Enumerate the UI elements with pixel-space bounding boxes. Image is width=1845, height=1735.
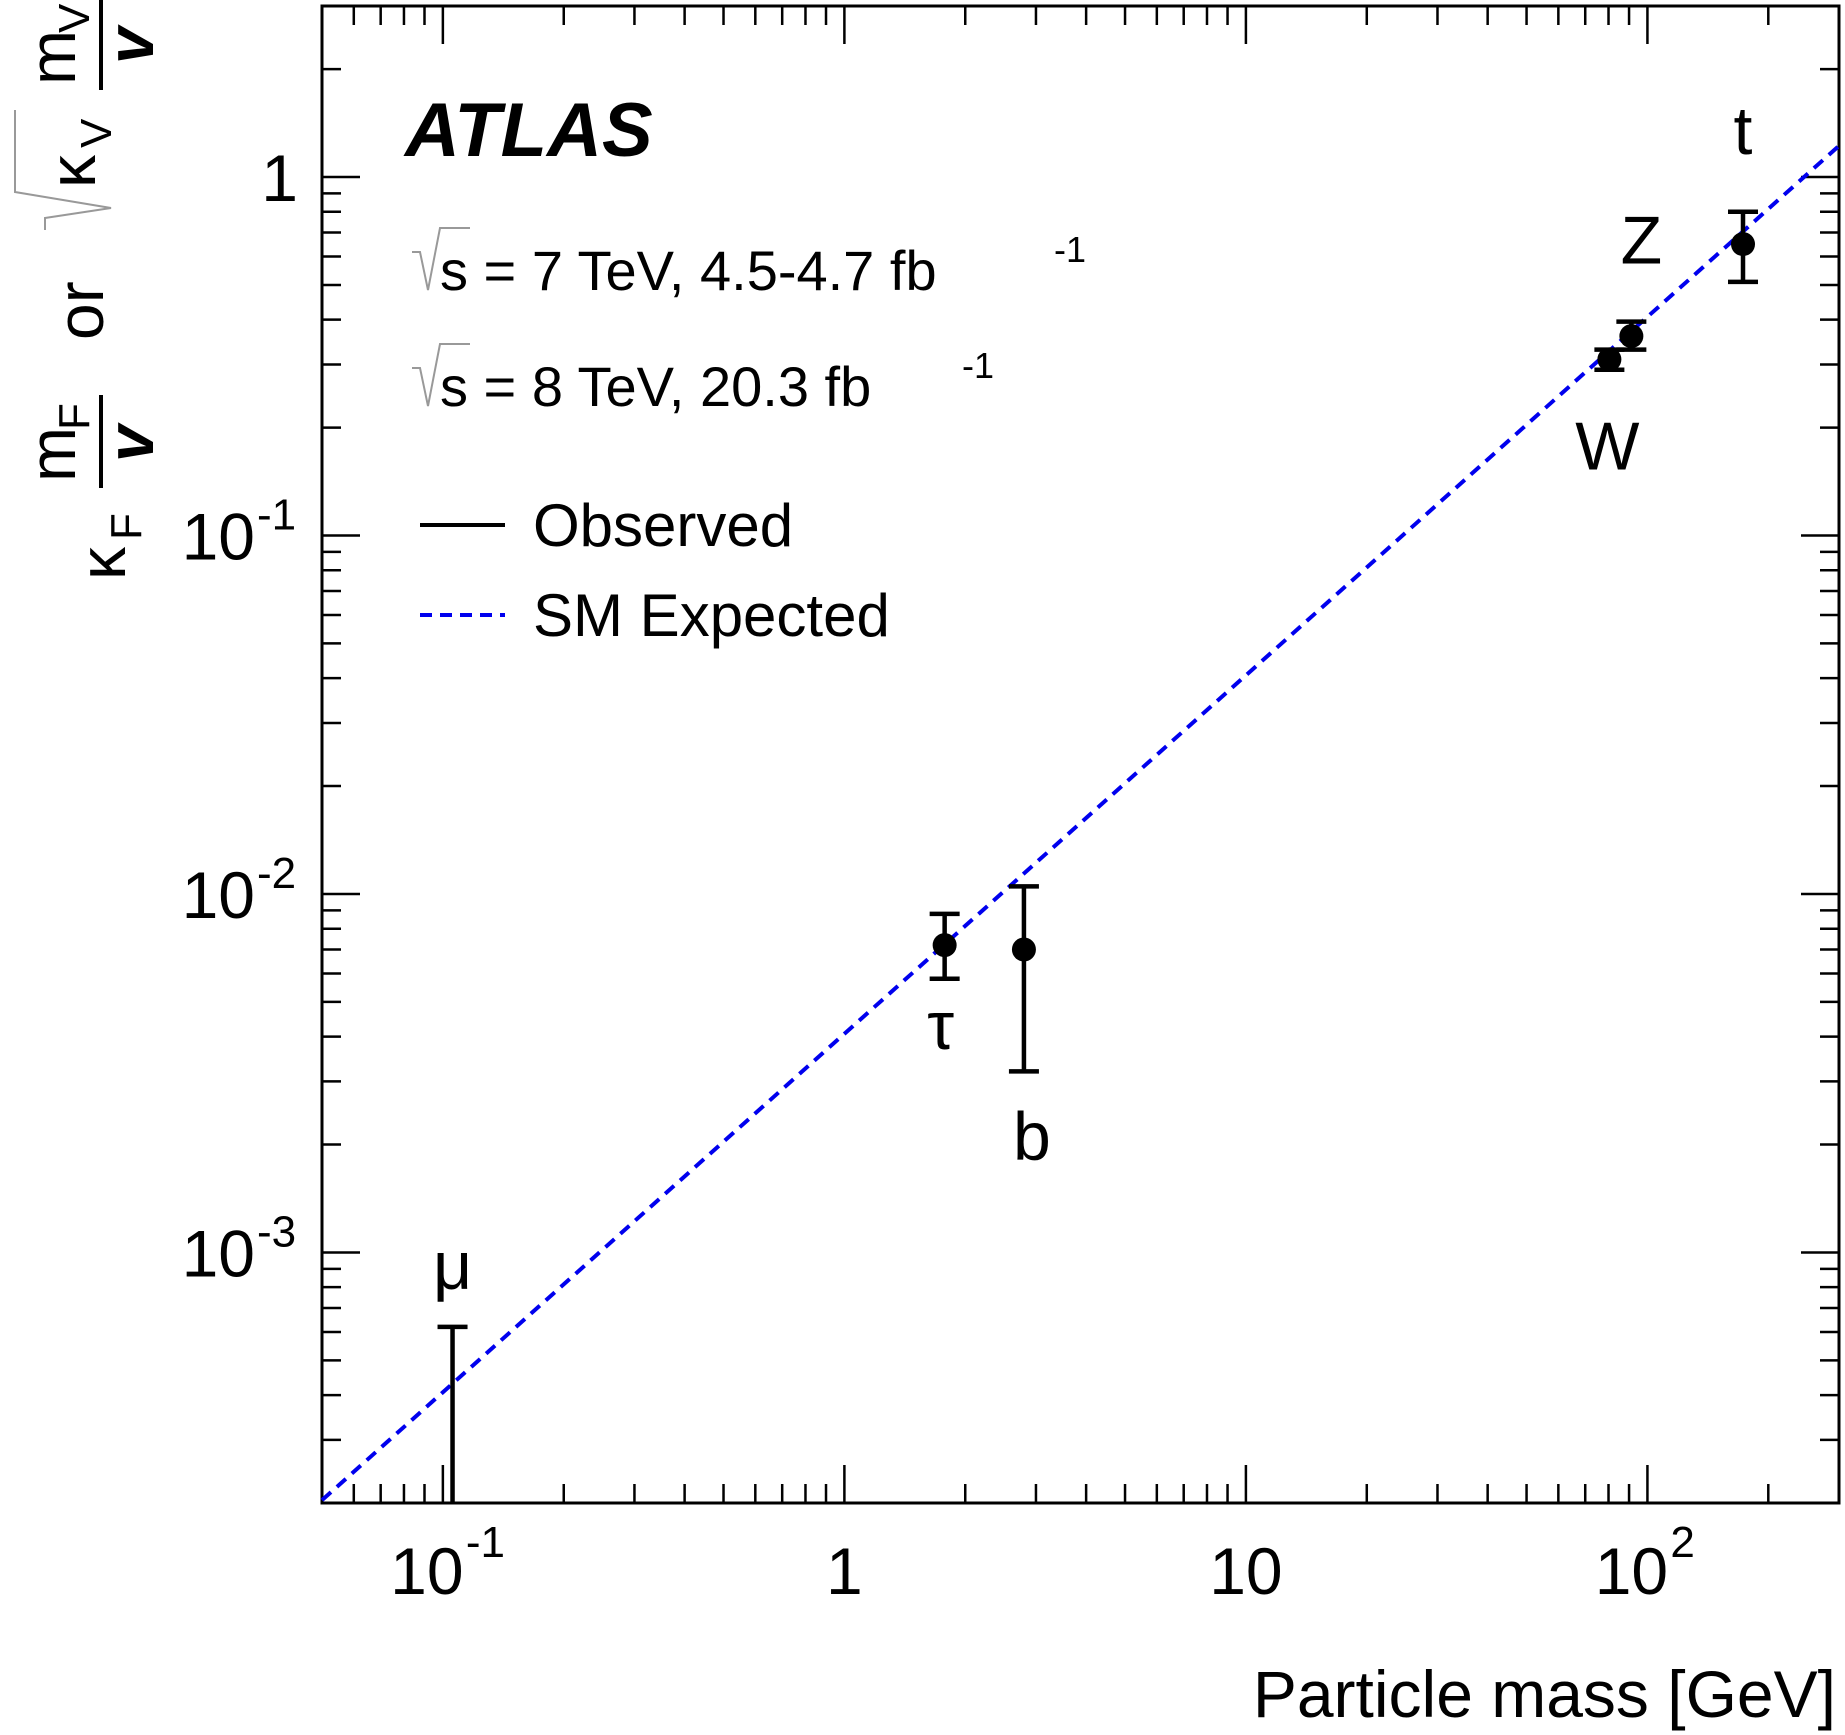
x-tick-label-exponent: -1	[466, 1518, 505, 1567]
ylabel-m-f-sub: F	[50, 403, 99, 430]
axis-ticks	[320, 4, 1841, 1505]
data-marker	[1011, 937, 1036, 962]
x-tick-label: 10	[1595, 1534, 1668, 1608]
y-tick-label: 10	[182, 858, 255, 932]
energy-line-7tev: s = 7 TeV, 4.5-4.7 fb -1	[412, 227, 1086, 302]
point-label: t	[1734, 93, 1753, 169]
data-point-3: W	[1575, 347, 1639, 485]
data-point-4: Z	[1616, 203, 1663, 352]
data-marker	[1619, 324, 1644, 349]
axis-tick-labels: 10 -1 1 10 10 210 -310 -210 -11	[182, 141, 1695, 1608]
energy-8tev-text: s = 8 TeV, 20.3 fb	[440, 355, 871, 418]
x-tick-label-exponent: 2	[1670, 1518, 1694, 1567]
point-label: W	[1575, 409, 1639, 485]
x-tick-label: 10	[390, 1534, 463, 1608]
ylabel-kappa-f-sub: F	[102, 513, 151, 540]
y-axis-title: κ F m F v or κ V m V v	[14, 0, 167, 580]
x-tick-label: 10	[1209, 1534, 1282, 1608]
point-label: b	[1013, 1098, 1051, 1174]
ylabel-kappa-v-sub: V	[72, 118, 121, 148]
legend-observed-label: Observed	[533, 492, 793, 559]
data-points: μ τb W Zt	[433, 93, 1759, 1503]
legend-expected-label: SM Expected	[533, 582, 890, 649]
data-marker	[1731, 232, 1756, 257]
ylabel-v-v: v	[93, 24, 167, 64]
y-tick-label: 1	[261, 141, 298, 215]
point-label: μ	[433, 1228, 472, 1304]
ylabel-or: or	[43, 281, 117, 340]
y-tick-label-exponent: -1	[257, 491, 296, 540]
energy-8tev-sup: -1	[962, 345, 994, 386]
point-label: τ	[927, 988, 954, 1064]
y-tick-label: 10	[182, 500, 255, 574]
data-point-2: b	[1008, 884, 1051, 1174]
ylabel-m-v: m	[15, 30, 89, 85]
plot-frame	[320, 4, 1841, 1505]
ylabel-m-v-sub: V	[50, 3, 99, 33]
data-marker	[1597, 347, 1622, 372]
point-label: Z	[1621, 203, 1663, 279]
y-tick-label-exponent: -3	[257, 1207, 296, 1256]
atlas-label: ATLAS	[403, 88, 653, 173]
ylabel-kappa-v: κ	[35, 154, 109, 188]
data-marker	[932, 933, 957, 958]
legend: Observed SM Expected	[420, 492, 890, 649]
x-tick-label: 1	[826, 1534, 863, 1608]
energy-7tev-text: s = 7 TeV, 4.5-4.7 fb	[440, 239, 937, 302]
ylabel-m-f: m	[15, 427, 89, 482]
ylabel-sqrt-symbol	[14, 110, 112, 230]
data-point-0: μ	[433, 1228, 472, 1503]
ylabel-kappa-f: κ	[65, 546, 139, 580]
x-axis-title: Particle mass [GeV]	[1253, 1657, 1836, 1731]
energy-line-8tev: s = 8 TeV, 20.3 fb -1	[412, 343, 994, 418]
y-tick-label: 10	[182, 1216, 255, 1290]
data-point-1: τ	[927, 911, 960, 1064]
y-tick-label-exponent: -2	[257, 849, 296, 898]
energy-7tev-sup: -1	[1054, 229, 1086, 270]
ylabel-v-f: v	[93, 422, 167, 462]
data-point-5: t	[1728, 93, 1759, 285]
